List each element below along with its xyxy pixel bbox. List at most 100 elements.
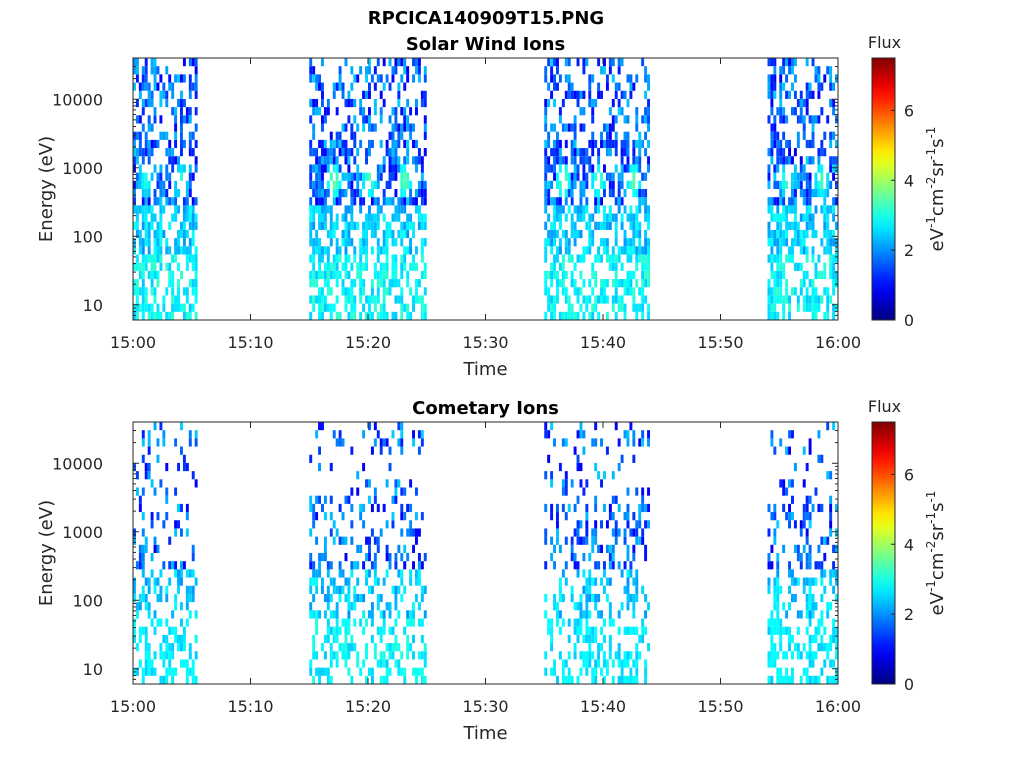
flux-cell: [632, 430, 636, 439]
flux-cell: [338, 254, 342, 263]
flux-cell: [550, 221, 554, 230]
flux-cell: [826, 229, 830, 239]
flux-cell: [629, 90, 633, 99]
flux-cell: [835, 164, 838, 173]
flux-cell: [635, 262, 639, 271]
flux-cell: [603, 246, 606, 255]
flux-cell: [835, 197, 838, 206]
flux-cell: [556, 180, 559, 189]
flux-cell: [767, 205, 771, 214]
flux-cell: [362, 172, 366, 181]
flux-cell: [832, 254, 836, 263]
flux-cell: [600, 544, 603, 553]
flux-cell: [365, 66, 368, 75]
flux-cell: [638, 131, 642, 140]
flux-cell: [135, 303, 139, 312]
flux-cell: [767, 577, 771, 586]
flux-cell: [359, 618, 363, 627]
flux-cell: [159, 115, 163, 124]
flux-cell: [177, 303, 180, 312]
flux-cell: [608, 123, 612, 132]
flux-cell: [817, 180, 821, 189]
flux-cell: [832, 675, 836, 684]
flux-cell: [388, 667, 392, 676]
flux-cell: [617, 180, 621, 189]
flux-cell: [814, 487, 818, 496]
flux-cell: [788, 221, 791, 230]
flux-cell: [805, 90, 809, 99]
flux-cell: [385, 659, 389, 668]
flux-cell: [638, 180, 642, 189]
flux-cell: [165, 462, 169, 472]
flux-cell: [153, 651, 157, 660]
flux-cell: [626, 520, 630, 529]
flux-cell: [156, 82, 160, 91]
flux-cell: [594, 536, 598, 545]
flux-cell: [415, 205, 418, 214]
flux-cell: [635, 569, 639, 578]
flux-cell: [335, 602, 339, 611]
flux-cell: [156, 618, 160, 627]
flux-cell: [141, 585, 145, 594]
flux-cell: [817, 454, 821, 463]
flux-cell: [802, 172, 806, 181]
flux-cell: [585, 172, 589, 181]
flux-cell: [808, 213, 812, 222]
flux-cell: [550, 270, 554, 280]
flux-cell: [356, 471, 360, 480]
flux-cell: [150, 553, 154, 562]
flux-cell: [829, 270, 833, 280]
flux-cell: [388, 197, 392, 206]
flux-cell: [799, 651, 803, 660]
flux-cell: [315, 295, 319, 304]
flux-cell: [782, 675, 786, 684]
flux-cell: [835, 651, 838, 660]
flux-cell: [159, 221, 163, 230]
flux-cell: [415, 107, 418, 116]
flux-cell: [177, 295, 180, 304]
flux-cell: [391, 139, 395, 149]
flux-cell: [608, 262, 612, 271]
flux-cell: [573, 618, 577, 627]
flux-cell: [159, 675, 163, 684]
flux-cell: [600, 254, 603, 263]
flux-cell: [318, 254, 321, 263]
flux-cell: [611, 512, 615, 521]
flux-cell: [591, 528, 595, 537]
flux-cell: [617, 295, 621, 304]
y-tick-label: 10: [83, 296, 103, 315]
flux-cell: [177, 462, 180, 472]
flux-cell: [638, 221, 642, 230]
flux-cell: [773, 651, 777, 660]
flux-cell: [785, 156, 789, 165]
flux-cell: [376, 74, 380, 83]
flux-cell: [180, 172, 183, 181]
flux-cell: [585, 512, 589, 521]
flux-cell: [576, 430, 580, 439]
flux-cell: [779, 618, 783, 627]
flux-cell: [312, 205, 316, 214]
flux-cell: [382, 651, 386, 660]
flux-cell: [323, 139, 327, 149]
flux-cell: [318, 495, 321, 504]
flux-cell: [185, 675, 189, 684]
flux-cell: [614, 164, 618, 173]
flux-cell: [544, 254, 548, 263]
flux-cell: [159, 213, 163, 222]
flux-cell: [141, 66, 145, 75]
flux-cell: [647, 303, 650, 312]
flux-cell: [353, 279, 357, 288]
flux-cell: [626, 139, 630, 149]
flux-cell: [647, 487, 650, 496]
flux-cell: [373, 553, 377, 562]
flux-cell: [185, 585, 189, 594]
flux-cell: [182, 205, 186, 214]
flux-cell: [133, 180, 136, 189]
flux-cell: [391, 254, 395, 263]
flux-cell: [597, 254, 601, 263]
flux-cell: [376, 279, 380, 288]
flux-cell: [318, 446, 321, 455]
flux-cell: [811, 115, 815, 124]
flux-cell: [315, 189, 319, 198]
flux-cell: [788, 205, 791, 214]
